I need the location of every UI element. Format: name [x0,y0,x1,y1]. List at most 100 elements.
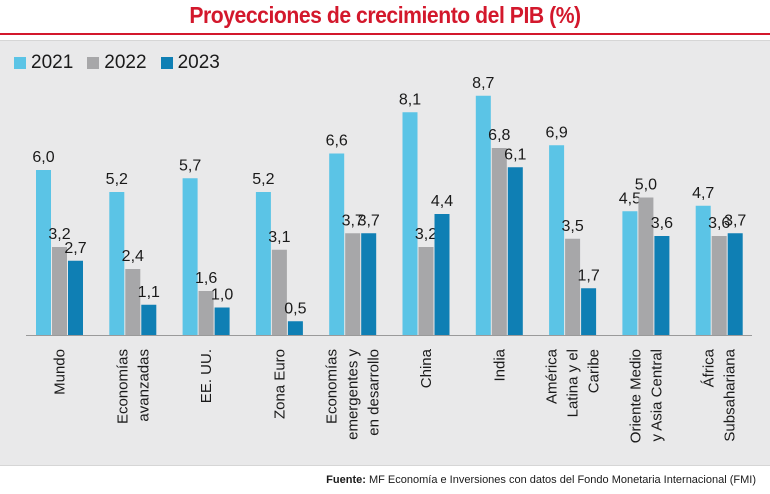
category-label-line: emergentes y [345,349,362,440]
source-text: MF Economía e Inversiones con datos del … [368,474,756,486]
bar-2021-9 [695,205,711,335]
bar-2022-1 [125,269,141,335]
bar-2023-7 [581,288,597,335]
legend-label-2022: 2022 [104,52,147,73]
category-label-0: Mundo [52,349,69,395]
data-label-2021-7: 6,9 [545,124,567,141]
bar-2022-4 [345,233,361,335]
bar-2023-8 [654,236,670,335]
bar-2021-8 [622,211,638,335]
source-note: Fuente: MF Economía e Inversiones con da… [326,474,756,486]
data-label-2022-1: 2,4 [122,248,144,265]
bar-2022-2 [198,291,214,335]
bar-2022-0 [52,247,67,335]
legend-label-2023: 2023 [177,52,220,73]
data-label-2023-8: 3,6 [651,215,673,232]
data-label-2022-8: 5,0 [635,177,657,194]
category-label-line: África [701,348,718,387]
data-label-2022-5: 3,2 [415,226,437,243]
data-label-2021-2: 5,7 [179,157,201,174]
bar-2023-0 [68,260,83,335]
legend-label-2021: 2021 [31,52,74,73]
data-label-2021-5: 8,1 [399,91,421,108]
category-label-6: India [491,348,508,381]
bar-2021-0 [36,170,51,335]
category-label-line: Economías [114,349,131,424]
bar-2022-8 [638,197,654,335]
legend-item-2022: 2022 [87,52,147,74]
category-label-line: EE. UU. [198,349,215,403]
category-label-5: China [418,348,435,388]
bar-2022-7 [565,238,581,335]
data-label-2022-6: 6,8 [488,127,510,144]
legend-swatch-2023 [160,57,173,69]
bar-2021-6 [475,95,491,335]
bar-2023-6 [507,167,523,335]
data-label-2023-9: 3,7 [724,212,746,229]
data-label-2022-9: 3,6 [708,215,730,232]
data-label-2023-0: 2,7 [64,240,86,257]
data-label-2023-2: 1,0 [211,287,233,304]
source-label: Fuente: [326,474,366,486]
category-label-line: Mundo [52,349,69,395]
bar-2021-2 [182,178,198,335]
legend-swatch-2021 [14,57,26,69]
chart-title: Proyecciones de crecimiento del PIB (%) [189,2,581,28]
data-label-2023-7: 1,7 [577,267,599,284]
category-label-9: África Subsahariana [701,348,739,441]
bar-2021-3 [255,192,271,335]
data-label-2021-0: 6,0 [32,149,54,166]
category-label-line: Zona Euro [271,349,288,419]
data-label-2023-1: 1,1 [138,284,160,301]
bar-2022-9 [711,236,727,335]
legend-item-2023: 2023 [160,52,220,74]
data-label-2022-7: 3,5 [561,218,583,235]
bar-2022-5 [418,247,434,335]
data-label-2023-5: 4,4 [431,193,453,210]
bar-2022-6 [491,148,507,335]
category-label-line: Economías [324,349,341,424]
bar-2023-1 [141,304,157,335]
bar-2023-3 [287,321,303,335]
data-label-2021-4: 6,6 [326,133,348,150]
data-label-2022-2: 1,6 [195,270,217,287]
bar-2023-2 [214,307,230,335]
data-label-2021-1: 5,2 [106,171,128,188]
data-label-2021-3: 5,2 [252,171,274,188]
category-label-line: y Asia Central [648,349,665,442]
data-label-2023-6: 6,1 [504,146,526,163]
legend-item-2021: 2021 [14,52,73,74]
data-label-2023-4: 3,7 [358,212,380,229]
bar-2023-5 [434,214,450,335]
bar-2022-3 [271,249,287,335]
data-label-2021-9: 4,7 [692,185,714,202]
legend-swatch-2022 [87,57,100,69]
category-label-4: Economías emergentes y en desarrollo [324,349,383,440]
data-label-2022-4: 3,7 [342,212,364,229]
category-label-line: India [491,348,508,381]
category-label-line: en desarrollo [366,349,383,436]
data-label-2021-8: 4,5 [619,190,641,207]
category-label-2: EE. UU. [198,349,215,403]
category-label-7: América Latina y el Caribe [544,348,603,417]
bar-2023-4 [361,233,377,335]
data-label-2021-6: 8,7 [472,75,494,92]
data-label-2022-0: 3,2 [48,226,70,243]
category-label-line: avanzadas [135,349,152,422]
category-label-1: Economías avanzadas [114,349,152,424]
title-rule [0,33,770,35]
bar-2021-7 [549,145,565,335]
bar-2021-1 [109,192,125,335]
category-label-line: América [544,348,561,404]
data-label-2022-3: 3,1 [268,229,290,246]
category-label-line: Caribe [586,349,603,393]
bar-2021-4 [329,153,345,335]
category-label-line: Subsahariana [722,348,739,441]
category-label-8: Oriente Medio y Asia Central [627,349,665,443]
category-label-line: Oriente Medio [627,349,644,443]
legend: 2021 2022 2023 [14,52,234,74]
bar-2023-9 [727,233,743,335]
category-label-line: China [418,348,435,388]
bar-2021-5 [402,112,418,335]
